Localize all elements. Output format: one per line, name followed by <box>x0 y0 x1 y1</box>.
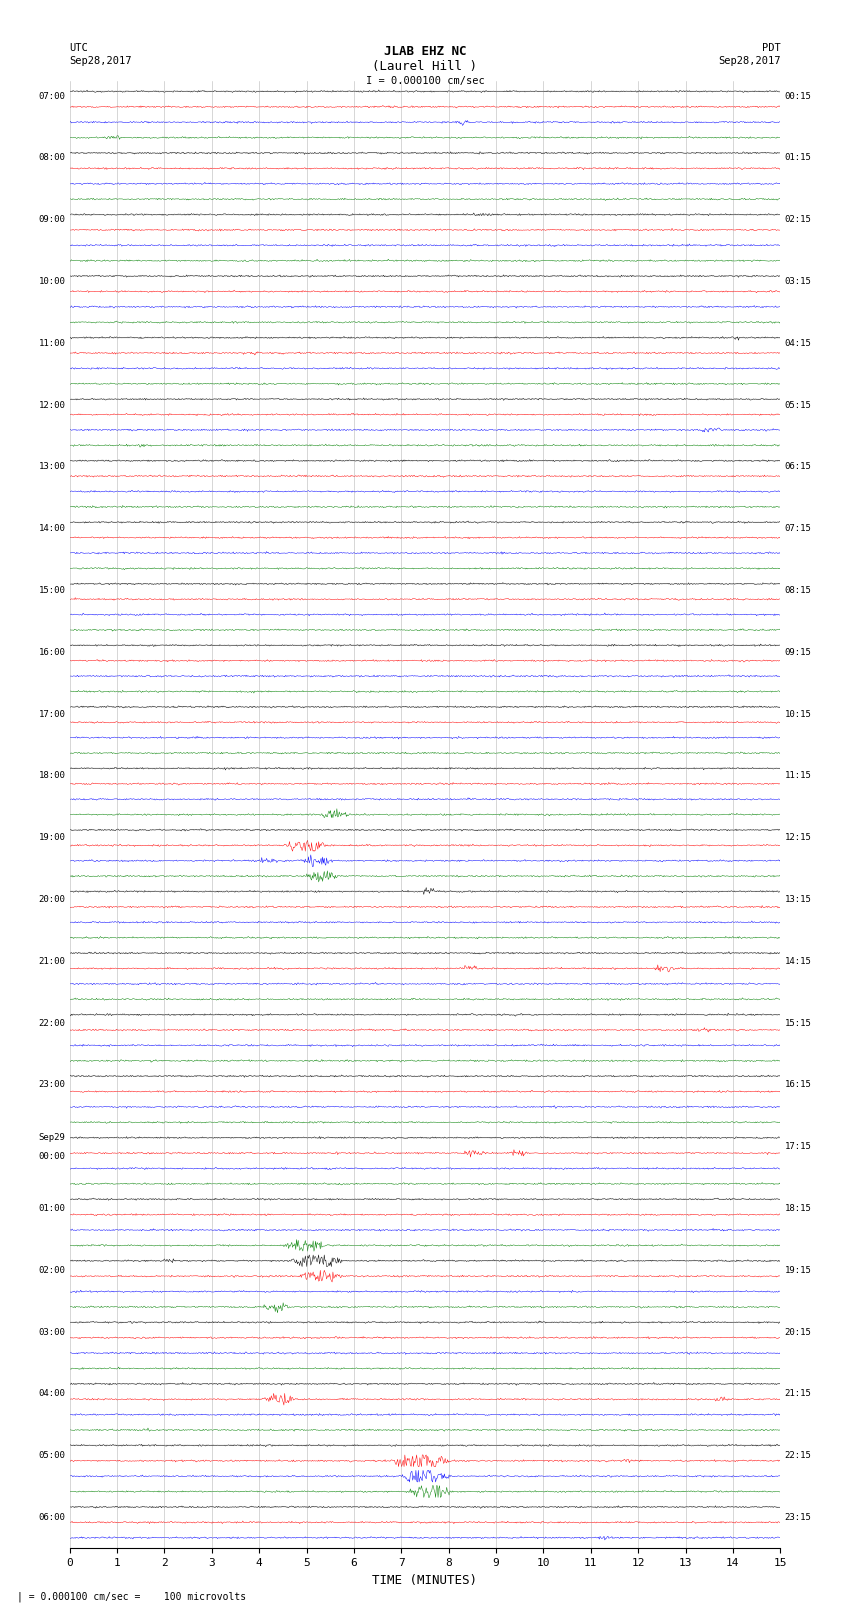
Text: 11:00: 11:00 <box>38 339 65 348</box>
Text: PDT: PDT <box>762 44 780 53</box>
Text: 10:15: 10:15 <box>785 710 812 719</box>
Text: 22:15: 22:15 <box>785 1452 812 1460</box>
Text: 04:15: 04:15 <box>785 339 812 348</box>
Text: 12:00: 12:00 <box>38 400 65 410</box>
Text: 15:15: 15:15 <box>785 1019 812 1027</box>
Text: 16:15: 16:15 <box>785 1081 812 1089</box>
Text: 18:15: 18:15 <box>785 1203 812 1213</box>
Text: 01:00: 01:00 <box>38 1203 65 1213</box>
Text: 11:15: 11:15 <box>785 771 812 781</box>
Text: 20:00: 20:00 <box>38 895 65 903</box>
Text: 05:15: 05:15 <box>785 400 812 410</box>
Text: 23:00: 23:00 <box>38 1081 65 1089</box>
Text: 18:00: 18:00 <box>38 771 65 781</box>
Text: 07:00: 07:00 <box>38 92 65 100</box>
Text: | = 0.000100 cm/sec =    100 microvolts: | = 0.000100 cm/sec = 100 microvolts <box>17 1592 246 1602</box>
Text: 23:15: 23:15 <box>785 1513 812 1523</box>
Text: 21:00: 21:00 <box>38 957 65 966</box>
Text: 09:15: 09:15 <box>785 648 812 656</box>
Text: 08:15: 08:15 <box>785 586 812 595</box>
Text: 14:15: 14:15 <box>785 957 812 966</box>
Text: 03:15: 03:15 <box>785 277 812 286</box>
Text: 05:00: 05:00 <box>38 1452 65 1460</box>
Text: 10:00: 10:00 <box>38 277 65 286</box>
Text: Sep28,2017: Sep28,2017 <box>70 56 133 66</box>
Text: 06:00: 06:00 <box>38 1513 65 1523</box>
Text: 12:15: 12:15 <box>785 834 812 842</box>
Text: UTC: UTC <box>70 44 88 53</box>
Text: JLAB EHZ NC: JLAB EHZ NC <box>383 45 467 58</box>
Text: 01:15: 01:15 <box>785 153 812 163</box>
Text: 09:00: 09:00 <box>38 215 65 224</box>
Text: 20:15: 20:15 <box>785 1327 812 1337</box>
Text: 14:00: 14:00 <box>38 524 65 534</box>
Text: 02:00: 02:00 <box>38 1266 65 1274</box>
Text: 04:00: 04:00 <box>38 1389 65 1398</box>
Text: 15:00: 15:00 <box>38 586 65 595</box>
Text: 17:00: 17:00 <box>38 710 65 719</box>
Text: 02:15: 02:15 <box>785 215 812 224</box>
Text: 08:00: 08:00 <box>38 153 65 163</box>
Text: Sep29: Sep29 <box>38 1132 65 1142</box>
Text: 17:15: 17:15 <box>785 1142 812 1152</box>
Text: 21:15: 21:15 <box>785 1389 812 1398</box>
X-axis label: TIME (MINUTES): TIME (MINUTES) <box>372 1574 478 1587</box>
Text: I = 0.000100 cm/sec: I = 0.000100 cm/sec <box>366 76 484 85</box>
Text: 00:15: 00:15 <box>785 92 812 100</box>
Text: 22:00: 22:00 <box>38 1019 65 1027</box>
Text: 03:00: 03:00 <box>38 1327 65 1337</box>
Text: 13:00: 13:00 <box>38 463 65 471</box>
Text: 16:00: 16:00 <box>38 648 65 656</box>
Text: 19:00: 19:00 <box>38 834 65 842</box>
Text: (Laurel Hill ): (Laurel Hill ) <box>372 60 478 73</box>
Text: 13:15: 13:15 <box>785 895 812 903</box>
Text: 07:15: 07:15 <box>785 524 812 534</box>
Text: 19:15: 19:15 <box>785 1266 812 1274</box>
Text: Sep28,2017: Sep28,2017 <box>717 56 780 66</box>
Text: 06:15: 06:15 <box>785 463 812 471</box>
Text: 00:00: 00:00 <box>38 1152 65 1161</box>
